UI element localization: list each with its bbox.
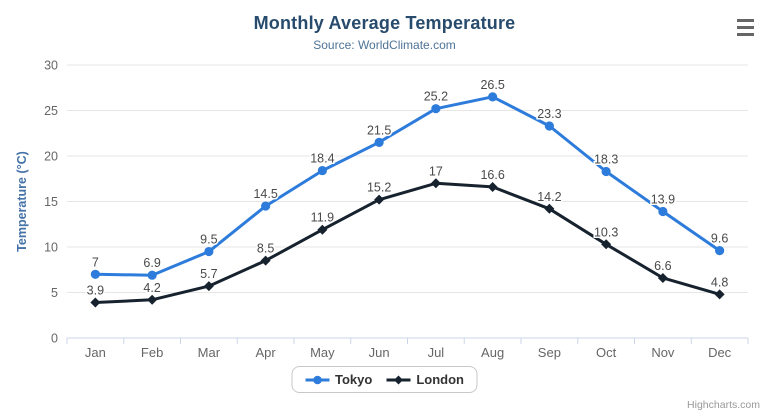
data-label-tokyo-Aug: 26.5 [480,78,504,92]
y-axis-label: 30 [44,59,58,73]
data-label-london-Nov: 6.6 [654,259,671,273]
data-point-tokyo-Aug[interactable] [488,92,498,102]
data-label-tokyo-Oct: 18.3 [594,152,618,166]
data-label-tokyo-Jun: 21.5 [367,123,391,137]
highcharts-credits-link[interactable]: Highcharts.com [687,399,760,411]
data-label-london-Jun: 15.2 [367,181,391,195]
series-line-tokyo[interactable] [93,95,722,277]
data-label-london-Sep: 14.2 [537,190,561,204]
data-label-london-Aug: 16.6 [480,168,504,182]
y-axis-label: 20 [44,150,58,164]
legend: Tokyo London [291,366,478,393]
data-point-tokyo-Apr[interactable] [261,201,271,211]
data-label-tokyo-Mar: 9.5 [200,233,217,247]
data-point-london-Nov[interactable] [657,272,668,283]
data-label-tokyo-Jan: 7 [92,255,99,269]
x-axis-label: Jan [85,345,106,360]
series-line-london[interactable] [93,181,722,304]
chart-title: Monthly Average Temperature [253,13,516,33]
data-label-london-May: 11.9 [311,211,334,225]
x-axis-label: May [310,345,335,360]
y-axis-label: 15 [44,195,58,209]
data-label-tokyo-Nov: 13.9 [651,193,675,207]
legend-item-tokyo[interactable]: Tokyo [305,372,372,387]
data-label-tokyo-Apr: 14.5 [253,187,277,201]
data-point-london-Dec[interactable] [714,289,725,300]
data-label-london-Feb: 4.2 [143,281,160,295]
data-label-london-Dec: 4.8 [711,275,728,289]
x-axis-label: Nov [651,345,675,360]
x-axis-label: Feb [141,345,163,360]
data-label-tokyo-Jul: 25.2 [424,90,448,104]
data-point-london-Aug[interactable] [487,181,498,192]
data-point-tokyo-Dec[interactable] [715,246,725,256]
data-label-london-Jul: 17 [429,164,443,178]
x-axis-label: Oct [596,345,617,360]
x-axis-label: Jul [428,345,445,360]
data-point-tokyo-May[interactable] [317,165,327,176]
x-axis-label: Dec [708,345,732,360]
data-point-tokyo-Jun[interactable] [374,137,384,147]
y-axis-label: 0 [51,332,58,346]
y-axis-title: Temperature (°C) [15,151,29,252]
hamburger-icon [737,19,754,23]
data-label-london-Jan: 3.9 [87,284,104,298]
data-point-london-Feb[interactable] [147,294,158,305]
y-axis-label: 10 [44,241,58,255]
data-label-london-Apr: 8.5 [257,242,274,256]
data-point-london-Jun[interactable] [374,194,385,205]
data-point-tokyo-Feb[interactable] [147,270,157,280]
x-axis-label: Jun [369,345,390,360]
x-axis-label: Mar [198,345,221,360]
export-menu-button[interactable] [737,19,755,36]
data-label-tokyo-Sep: 23.3 [537,107,561,121]
chart-subtitle: Source: WorldClimate.com [313,38,456,52]
data-point-london-Jan[interactable] [90,297,101,308]
x-axis-label: Aug [481,345,504,360]
data-point-tokyo-Nov[interactable] [658,206,668,217]
data-label-tokyo-Dec: 9.6 [711,232,728,246]
data-point-tokyo-Mar[interactable] [204,246,214,257]
y-axis-label: 5 [51,286,58,300]
x-axis-label: Sep [538,345,561,360]
data-point-london-May[interactable] [317,224,328,235]
data-point-london-Oct[interactable] [601,239,612,250]
hamburger-icon [737,25,754,30]
x-axis-label: Apr [256,345,277,360]
data-label-tokyo-Feb: 6.9 [143,256,160,270]
data-point-tokyo-Sep[interactable] [544,121,554,131]
y-axis-label: 25 [44,104,58,118]
data-label-london-Oct: 10.3 [594,225,618,239]
hamburger-icon [737,32,754,36]
legend-marker-diamond-icon [386,375,411,384]
data-label-tokyo-May: 18.4 [310,152,334,166]
legend-item-london[interactable]: London [386,372,464,387]
data-point-tokyo-Jan[interactable] [90,269,100,279]
data-point-tokyo-Oct[interactable] [601,166,611,177]
data-point-london-Sep[interactable] [544,203,555,214]
data-point-london-Apr[interactable] [260,255,271,266]
data-point-london-Jul[interactable] [430,178,441,189]
data-label-london-Mar: 5.7 [200,267,217,281]
legend-marker-circle-icon [305,375,330,384]
legend-label: London [416,372,464,387]
legend-label: Tokyo [335,372,373,387]
data-point-london-Mar[interactable] [203,281,214,292]
data-point-tokyo-Jul[interactable] [431,104,441,114]
